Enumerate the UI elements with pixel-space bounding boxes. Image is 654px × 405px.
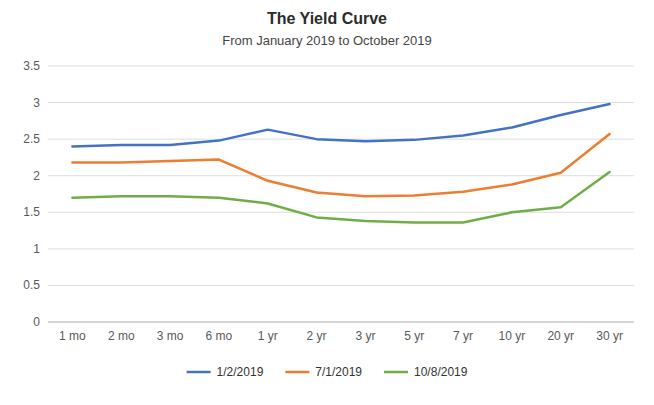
y-tick-label: 2 <box>33 169 40 183</box>
legend-label: 7/1/2019 <box>315 365 362 379</box>
lines <box>72 104 609 223</box>
y-tick-label: 2.5 <box>23 132 40 146</box>
x-tick-label: 3 yr <box>355 329 375 343</box>
x-tick-label: 2 yr <box>307 329 327 343</box>
y-tick-label: 1.5 <box>23 205 40 219</box>
x-tick-label: 1 mo <box>59 329 86 343</box>
grid-line <box>48 212 634 213</box>
y-tick-label: 3 <box>33 96 40 110</box>
x-tick-label: 7 yr <box>453 329 473 343</box>
legend-item: 1/2/2019 <box>187 365 264 379</box>
legend-label: 10/8/2019 <box>414 365 468 379</box>
legend-swatch <box>384 371 408 374</box>
title: The Yield Curve <box>267 10 387 27</box>
x-tick-label: 3 mo <box>157 329 184 343</box>
legend-item: 7/1/2019 <box>285 365 362 379</box>
legend-swatch <box>285 371 309 374</box>
grid-line <box>48 248 634 249</box>
x-tick-label: 6 mo <box>206 329 233 343</box>
x-tick-label: 20 yr <box>547 329 574 343</box>
legend: 1/2/2019 7/1/2019 10/8/2019 <box>187 365 468 379</box>
grid-line <box>48 66 634 67</box>
x-axis: 1 mo 2 mo 3 mo 6 mo 1 yr 2 yr 3 yr 5 yr 7 yr 10 y… <box>59 329 623 343</box>
x-tick-label: 2 mo <box>108 329 135 343</box>
series-line <box>72 104 609 146</box>
y-axis: 0 0.5 1 1.5 2 2.5 3 3.5 <box>23 59 634 329</box>
series-line <box>72 172 609 222</box>
chart: The Yield Curve From January 2019 to Octo… <box>0 0 654 405</box>
y-tick-label: 1 <box>33 242 40 256</box>
legend-label: 1/2/2019 <box>217 365 264 379</box>
x-tick-label: 5 yr <box>404 329 424 343</box>
y-tick-label: 3.5 <box>23 59 40 73</box>
grid-line <box>48 285 634 286</box>
series-line <box>72 134 609 196</box>
y-tick-label: 0.5 <box>23 278 40 292</box>
x-tick-label: 30 yr <box>596 329 623 343</box>
x-tick-label: 10 yr <box>499 329 526 343</box>
grid-line <box>48 102 634 103</box>
grid-line <box>48 322 634 323</box>
x-tick-label: 1 yr <box>258 329 278 343</box>
y-tick-label: 0 <box>33 315 40 329</box>
subtitle: From January 2019 to October 2019 <box>222 33 432 48</box>
x-axis-line <box>48 322 634 323</box>
legend-swatch <box>187 371 211 374</box>
legend-item: 10/8/2019 <box>384 365 468 379</box>
